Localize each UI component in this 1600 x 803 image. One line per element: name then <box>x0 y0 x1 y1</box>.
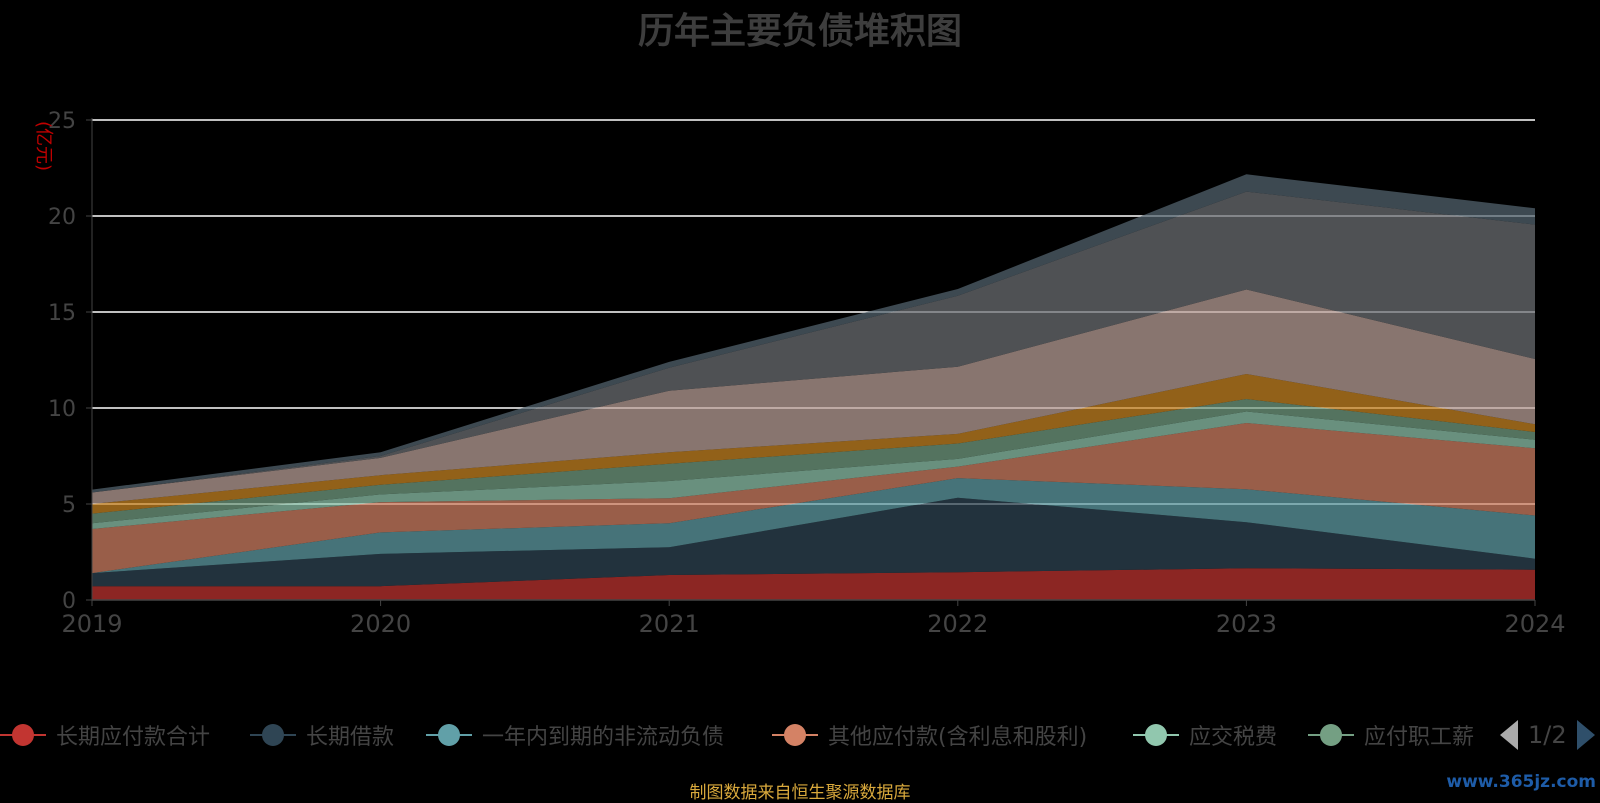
area-series-8 <box>92 191 1535 493</box>
legend-item[interactable]: 应付职工薪 <box>1308 710 1474 760</box>
legend-label: 其他应付款(含利息和股利) <box>828 725 1088 750</box>
x-tick-label: 2021 <box>639 610 700 638</box>
legend-marker-icon <box>772 720 818 750</box>
y-tick-label: 5 <box>62 493 76 518</box>
area-series-9 <box>92 174 1535 493</box>
legend-label: 应付职工薪 <box>1364 725 1475 750</box>
area-series-7 <box>92 289 1535 504</box>
legend-pager: 1/2 <box>1500 718 1595 752</box>
area-series-0 <box>92 568 1535 600</box>
y-tick-label: 0 <box>62 589 76 614</box>
x-tick-label: 2023 <box>1216 610 1277 638</box>
x-tick-label: 2022 <box>927 610 988 638</box>
legend-item[interactable]: 长期借款 <box>250 710 394 760</box>
watermark: www.365jz.com <box>1446 772 1596 792</box>
y-tick-label: 25 <box>48 109 76 134</box>
y-tick-label: 15 <box>48 301 76 326</box>
y-axis-label: (亿元) <box>33 121 54 171</box>
area-series-3 <box>92 423 1535 574</box>
y-tick-label: 20 <box>48 205 76 230</box>
legend-prev-page-icon[interactable] <box>1500 720 1518 750</box>
legend-label: 应交税费 <box>1189 725 1278 750</box>
area-series-5 <box>92 399 1535 524</box>
legend-marker-icon <box>1133 720 1179 750</box>
legend-item[interactable]: 其他应付款(含利息和股利) <box>772 710 1087 760</box>
legend-label: 长期应付款合计 <box>56 725 211 750</box>
chart-title: 历年主要负债堆积图 <box>637 11 962 52</box>
area-series-6 <box>92 374 1535 514</box>
legend-page-indicator: 1/2 <box>1528 721 1567 749</box>
x-tick-label: 2020 <box>350 610 411 638</box>
legend-marker-icon <box>426 720 472 750</box>
legend-label: 长期借款 <box>306 725 395 750</box>
legend-label: 一年内到期的非流动负债 <box>482 725 725 750</box>
legend-item[interactable]: 长期应付款合计 <box>0 710 210 760</box>
legend-marker-icon <box>250 720 296 750</box>
x-tick-label: 2019 <box>61 610 122 638</box>
area-series-4 <box>92 411 1535 529</box>
source-note: 制图数据来自恒生聚源数据库 <box>689 783 911 803</box>
legend-item[interactable]: 应交税费 <box>1133 710 1277 760</box>
area-layer <box>92 174 1535 600</box>
x-tick-label: 2024 <box>1504 610 1565 638</box>
area-series-1 <box>92 497 1535 587</box>
legend: 长期应付款合计 长期借款 一年内到期的非流动负债 其他应付款(含利息和股利) 应交税费 应… <box>0 710 1482 760</box>
legend-marker-icon <box>1308 720 1354 750</box>
axis-layer: 0 5 10 15 20 25 2019 2020 2021 2022 2023 2024 <box>48 109 1566 638</box>
legend-marker-icon <box>0 720 46 750</box>
legend-next-page-icon[interactable] <box>1576 720 1595 750</box>
area-series-2 <box>92 478 1535 574</box>
y-tick-label: 10 <box>48 397 76 422</box>
legend-item[interactable]: 一年内到期的非流动负债 <box>426 710 724 760</box>
